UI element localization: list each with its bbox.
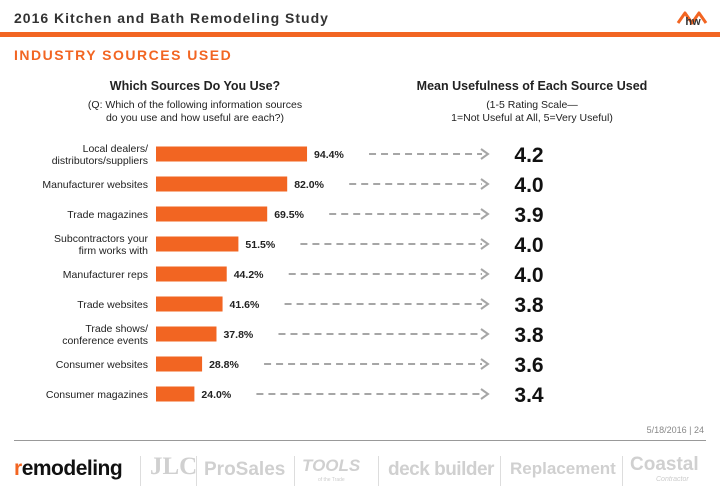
logo-separator <box>378 456 379 486</box>
mean-rating-label: 3.8 <box>514 324 544 347</box>
bar <box>156 356 203 372</box>
percent-label: 51.5% <box>245 239 275 251</box>
mean-rating-label: 4.2 <box>514 144 543 167</box>
category-label-line: Trade websites <box>77 299 148 311</box>
section-title: INDUSTRY SOURCES USED <box>14 47 233 63</box>
right-subheading-line: 1=Not Useful at All, 5=Very Useful) <box>451 112 613 124</box>
category-label: Trade websites <box>77 299 148 311</box>
left-column-subheading: (Q: Which of the following information s… <box>50 99 340 125</box>
footer-rule <box>14 440 706 441</box>
bar <box>156 266 227 282</box>
percent-label: 41.6% <box>230 299 260 311</box>
arrow-head-icon <box>480 388 490 400</box>
remodeling-logo: remodeling <box>14 457 123 481</box>
arrow-head-icon <box>480 298 490 310</box>
footer-date-page: 5/18/2016 | 24 <box>646 425 704 435</box>
category-label: Consumer websites <box>56 359 148 371</box>
bar <box>156 206 268 222</box>
percent-label: 37.8% <box>223 329 253 341</box>
category-label-line: Trade shows/ <box>85 323 148 335</box>
arrow-head-icon <box>480 238 490 250</box>
bar <box>156 176 288 192</box>
mean-rating-label: 4.0 <box>514 234 543 257</box>
category-label: Local dealers/distributors/suppliers <box>52 143 148 167</box>
category-label-line: distributors/suppliers <box>52 155 148 167</box>
category-label: Subcontractors your firm works with <box>54 233 148 257</box>
mean-rating-label: 3.8 <box>514 294 544 317</box>
percent-label: 94.4% <box>314 149 344 161</box>
bar <box>156 146 308 162</box>
logo-separator <box>622 456 623 486</box>
bar <box>156 236 239 252</box>
percent-label: 44.2% <box>234 269 264 281</box>
percent-label: 69.5% <box>274 209 304 221</box>
mean-rating-label: 3.4 <box>514 384 544 407</box>
mean-rating-label: 3.9 <box>514 204 543 227</box>
category-label-line: firm works with <box>79 245 149 257</box>
arrow-head-icon <box>480 178 490 190</box>
mean-rating-label: 4.0 <box>514 264 543 287</box>
remodeling-logo-r: r <box>14 457 22 480</box>
category-label-line: Consumer magazines <box>46 389 148 401</box>
hw-logo: hw <box>676 11 708 27</box>
replacement-logo: Replacement <box>510 459 616 478</box>
right-column-heading: Mean Usefulness of Each Source Used <box>416 79 648 93</box>
left-subheading-line: (Q: Which of the following information s… <box>87 99 303 111</box>
percent-label: 24.0% <box>201 389 231 401</box>
category-label-line: Trade magazines <box>67 209 148 221</box>
category-label: Manufacturer websites <box>42 179 148 191</box>
mean-rating-label: 3.6 <box>514 354 543 377</box>
percent-label: 28.8% <box>209 359 239 371</box>
arrow-head-icon <box>480 268 490 280</box>
arrow-head-icon <box>480 358 490 370</box>
deck-builder-logo: deck builder <box>388 459 494 480</box>
category-label-line: conference events <box>62 335 148 347</box>
category-label-line: Consumer websites <box>56 359 148 371</box>
arrow-head-icon <box>480 328 490 340</box>
header-rule <box>0 32 720 37</box>
left-subheading-line: do you use and how useful are each?) <box>105 112 285 124</box>
bar <box>156 326 217 342</box>
left-column-heading: Which Sources Do You Use? <box>109 79 281 93</box>
hw-logo-text: hw <box>685 16 701 27</box>
arrow-head-icon <box>480 208 490 220</box>
category-label-line: Local dealers/ <box>83 143 148 155</box>
brand-logo-strip: remodeling JLC ProSales TOOLS of the Tra… <box>0 450 720 496</box>
prosales-logo: ProSales <box>204 459 286 480</box>
category-label: Trade magazines <box>67 209 148 221</box>
arrow-head-icon <box>480 148 490 160</box>
jlc-logo: JLC <box>150 453 198 480</box>
percent-label: 82.0% <box>294 179 324 191</box>
logo-separator <box>196 456 197 486</box>
category-label-line: Manufacturer websites <box>42 179 148 191</box>
logo-separator <box>294 456 295 486</box>
logo-separator <box>500 456 501 486</box>
study-title: 2016 Kitchen and Bath Remodeling Study <box>14 10 329 26</box>
bar <box>156 386 195 402</box>
category-label: Trade shows/conference events <box>62 323 148 347</box>
bar <box>156 296 223 312</box>
category-label: Manufacturer reps <box>63 269 148 281</box>
right-column-subheading: (1-5 Rating Scale— 1=Not Useful at All, … <box>412 99 652 125</box>
remodeling-logo-text: emodeling <box>21 457 123 480</box>
tools-logo-sub: of the Trade <box>318 477 345 483</box>
right-subheading-line: (1-5 Rating Scale— <box>486 99 578 111</box>
mean-rating-label: 4.0 <box>514 174 543 197</box>
category-label-line: Subcontractors your <box>54 233 148 245</box>
coastal-contractor-logo: Coastal <box>630 454 699 475</box>
category-label: Consumer magazines <box>46 389 148 401</box>
tools-logo: TOOLS <box>302 456 361 475</box>
logo-separator <box>140 456 141 486</box>
category-label-line: Manufacturer reps <box>63 269 148 281</box>
coastal-contractor-logo-sub: Contractor <box>656 476 689 483</box>
